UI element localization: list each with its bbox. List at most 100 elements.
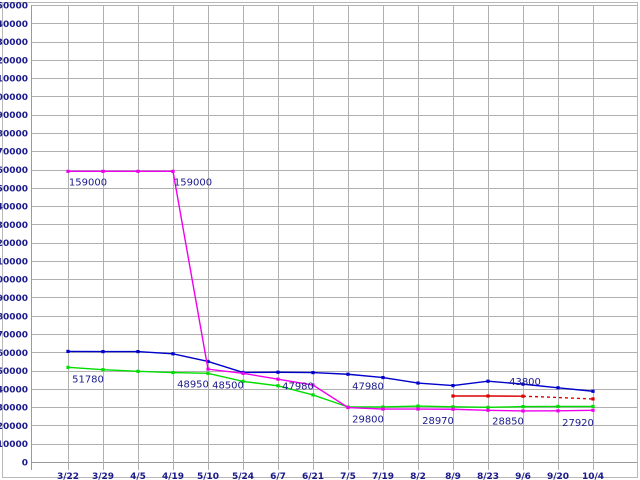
series-marker-green-series xyxy=(451,405,455,409)
series-marker-blue-series xyxy=(346,372,350,376)
series-marker-green-series xyxy=(101,368,105,372)
series-marker-green-series xyxy=(171,370,175,375)
x-axis-tick-label: 10/4 xyxy=(582,472,604,480)
series-marker-green-series xyxy=(381,405,385,409)
series-marker-blue-series xyxy=(311,371,315,375)
x-axis-tick-label: 3/22 xyxy=(57,472,79,480)
x-axis-tick-label: 9/6 xyxy=(515,472,531,480)
series-marker-green-series xyxy=(136,369,140,373)
y-axis-tick-label: 240000 xyxy=(0,20,28,30)
data-point-label: 27920 xyxy=(562,418,594,429)
series-marker-red-series xyxy=(591,397,595,401)
series-marker-magenta-series xyxy=(556,409,560,413)
series-marker-blue-series xyxy=(276,370,280,374)
series-marker-magenta-series xyxy=(101,169,105,173)
y-axis-tick-label: 130000 xyxy=(0,221,28,231)
x-axis-tick-label: 8/23 xyxy=(477,472,499,480)
series-marker-magenta-series xyxy=(311,383,315,387)
data-point-label: 28850 xyxy=(492,416,524,427)
y-axis-tick-label: 250000 xyxy=(0,2,28,12)
y-axis-tick-label: 120000 xyxy=(0,239,28,249)
x-axis-tick-label: 4/19 xyxy=(162,472,184,480)
series-marker-magenta-series xyxy=(521,409,525,413)
series-line-blue-series xyxy=(67,350,594,392)
series-marker-blue-series xyxy=(521,382,525,386)
x-axis-tick-label: 9/20 xyxy=(547,472,569,480)
series-marker-green-series xyxy=(66,365,70,369)
x-axis-tick-label: 8/9 xyxy=(445,472,461,480)
x-axis-tick-label: 8/2 xyxy=(410,472,426,480)
chart-data-labels: 159000 159000 51780 48950 48500 47980 47980 298… xyxy=(69,177,594,429)
y-axis-tick-label: 180000 xyxy=(0,129,28,139)
series-marker-magenta-series xyxy=(416,407,420,411)
y-axis-tick-label: 0 xyxy=(22,459,28,469)
x-axis-tick-label: 6/7 xyxy=(270,472,286,480)
series-marker-magenta-series xyxy=(276,377,280,381)
y-axis-tick-label: 50000 xyxy=(0,367,28,377)
series-marker-green-series xyxy=(591,404,595,409)
series-marker-red-series xyxy=(486,394,490,398)
series-line-magenta-series xyxy=(68,170,594,412)
data-point-label: 48500 xyxy=(212,380,244,391)
data-point-label: 159000 xyxy=(69,177,107,188)
x-axis-labels: 3/22 3/29 4/5 4/19 5/10 5/24 6/7 6/21 7/5 7/19 8/2… xyxy=(57,472,604,480)
y-axis-tick-label: 30000 xyxy=(0,404,28,414)
series-marker-blue-series xyxy=(136,349,140,354)
x-axis-tick-label: 7/5 xyxy=(340,472,356,480)
series-marker-magenta-series xyxy=(381,407,385,411)
series-marker-blue-series xyxy=(486,379,490,383)
series-marker-green-series xyxy=(521,405,525,409)
series-marker-blue-series xyxy=(591,389,595,393)
series-marker-magenta-series xyxy=(591,408,595,412)
series-marker-red-series xyxy=(521,394,525,398)
series-marker-blue-series xyxy=(556,386,560,390)
series-marker-green-series xyxy=(311,393,315,397)
y-axis-tick-label: 80000 xyxy=(0,312,28,322)
y-axis-tick-label: 20000 xyxy=(0,422,28,432)
series-marker-magenta-series xyxy=(346,405,350,410)
series-marker-green-series xyxy=(241,379,245,383)
series-marker-magenta-series xyxy=(486,408,490,412)
data-point-label: 47980 xyxy=(352,381,384,392)
series-marker-red-series xyxy=(451,394,455,398)
series-marker-magenta-series xyxy=(66,169,70,173)
series-marker-green-series xyxy=(206,371,210,375)
y-axis-tick-label: 230000 xyxy=(0,38,28,48)
y-axis-tick-label: 10000 xyxy=(0,440,28,450)
data-point-label: 29800 xyxy=(352,415,384,426)
y-axis-tick-label: 100000 xyxy=(0,276,28,286)
y-axis-labels: 0 10000 20000 30000 40000 50000 60000 70000 8000… xyxy=(0,2,28,469)
series-marker-green-series xyxy=(556,404,560,409)
y-axis-tick-label: 60000 xyxy=(0,349,28,359)
data-point-label: 159000 xyxy=(174,177,212,188)
series-marker-green-series xyxy=(276,384,280,388)
series-marker-blue-series xyxy=(206,359,210,364)
series-marker-blue-series xyxy=(101,349,105,354)
data-point-label: 47980 xyxy=(282,381,314,392)
chart-gridlines xyxy=(31,5,637,470)
y-axis-tick-label: 90000 xyxy=(0,294,28,304)
x-axis-tick-label: 6/21 xyxy=(302,472,324,480)
series-marker-blue-series xyxy=(171,352,175,356)
x-axis-tick-label: 4/5 xyxy=(130,472,146,480)
x-axis-tick-label: 3/29 xyxy=(92,472,114,480)
series-marker-blue-series xyxy=(66,349,70,354)
data-point-label: 28970 xyxy=(422,416,454,427)
y-axis-tick-label: 70000 xyxy=(0,331,28,341)
y-axis-tick-label: 150000 xyxy=(0,184,28,194)
data-point-label: 51780 xyxy=(72,374,104,385)
series-marker-magenta-series xyxy=(241,371,245,375)
series-marker-blue-series xyxy=(416,381,420,385)
y-axis-tick-label: 210000 xyxy=(0,75,28,85)
y-axis-tick-label: 40000 xyxy=(0,385,28,395)
chart-series xyxy=(66,169,595,413)
data-point-label: 48950 xyxy=(177,380,209,391)
series-marker-magenta-series xyxy=(136,169,140,173)
x-axis-tick-label: 7/19 xyxy=(372,472,394,480)
y-axis-tick-label: 110000 xyxy=(0,257,28,267)
series-marker-green-series xyxy=(486,405,490,409)
y-axis-tick-label: 160000 xyxy=(0,166,28,176)
